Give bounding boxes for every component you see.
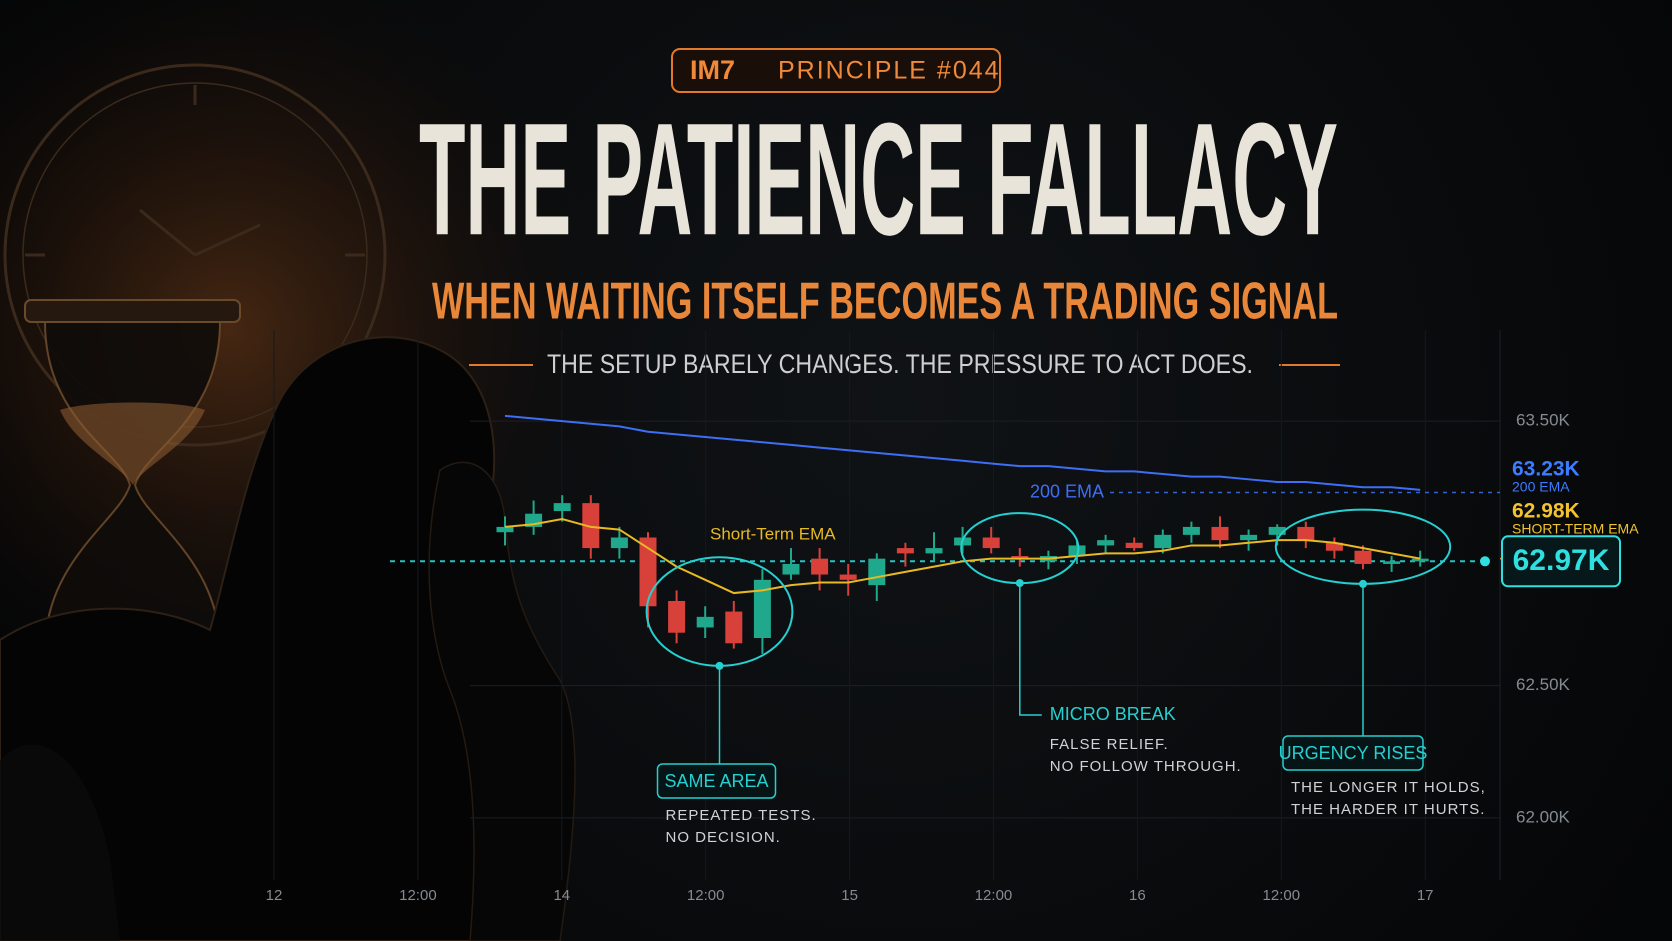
candle-body <box>496 526 514 533</box>
badge-text: PRINCIPLE #044 <box>778 57 1001 85</box>
header: IM7 PRINCIPLE #044 THE PATIENCE FALLACY … <box>419 48 1340 379</box>
candle-body <box>896 548 914 554</box>
annotation-title: MICRO BREAK <box>1050 704 1176 724</box>
annotation-text: THE LONGER IT HOLDS, <box>1291 779 1486 796</box>
marker-value: 62.98K <box>1512 500 1580 523</box>
x-tick-label: 12:00 <box>687 887 725 904</box>
callout-line <box>1019 583 1042 716</box>
annotation-text: REPEATED TESTS. <box>666 807 817 824</box>
annotation-text: NO DECISION. <box>666 829 781 846</box>
last-price-label: 62.97K <box>1513 544 1610 577</box>
candle-body <box>553 503 571 512</box>
figure-silhouette <box>0 336 576 941</box>
x-tick-label: 17 <box>1417 887 1434 904</box>
candle-body <box>1411 558 1429 562</box>
x-tick-label: 14 <box>553 887 570 904</box>
candle-body <box>582 503 600 549</box>
annotation-box <box>1282 735 1424 771</box>
annotation-text: THE HARDER IT HURTS. <box>1291 801 1485 818</box>
marker-value: 63.23K <box>1512 458 1580 481</box>
x-tick-label: 12:00 <box>975 887 1013 904</box>
series-label: 200 EMA <box>1030 481 1104 501</box>
candle-body <box>839 574 857 580</box>
ema-line <box>504 414 1421 491</box>
x-tick-label: 12:00 <box>399 887 437 904</box>
candle-body <box>1068 545 1086 557</box>
candle-body <box>1154 534 1172 549</box>
badge-frame <box>671 48 1001 93</box>
candle-body <box>868 558 886 586</box>
candle-body <box>1011 556 1029 559</box>
candle-body <box>782 563 800 575</box>
clock <box>3 63 387 447</box>
candle-body <box>1297 526 1315 541</box>
x-tick-label: 12 <box>266 887 283 904</box>
candle-body <box>1383 561 1401 564</box>
candle-body <box>1211 526 1229 541</box>
candle-body <box>1097 540 1115 546</box>
annotation-title: SAME AREA <box>664 771 768 791</box>
annotation-text: NO FOLLOW THROUGH. <box>1050 758 1242 775</box>
tagline: THE SETUP BARELY CHANGES. THE PRESSURE T… <box>547 349 1253 379</box>
x-tick-label: 12:00 <box>1263 887 1301 904</box>
series-label: Short-Term EMA <box>710 524 836 543</box>
candle-body <box>1268 526 1286 535</box>
annotation-title: URGENCY RISES <box>1279 743 1428 763</box>
marker-name: 200 EMA <box>1512 479 1570 495</box>
candle-body <box>982 537 1000 549</box>
y-tick-label: 62.00K <box>1516 807 1571 826</box>
candle-body <box>1125 542 1143 549</box>
x-tick-label: 15 <box>841 887 858 904</box>
subtitle: WHEN WAITING ITSELF BECOMES A TRADING SI… <box>432 273 1338 331</box>
x-tick-label: 16 <box>1129 887 1146 904</box>
candle-body <box>696 616 714 628</box>
last-price-box <box>1501 535 1621 588</box>
candle-body <box>1325 542 1343 551</box>
candle-body <box>925 548 943 554</box>
last-price-dot <box>1480 556 1490 567</box>
marker-name: SHORT-TERM EMA <box>1512 521 1639 537</box>
candle-body <box>1240 534 1258 541</box>
candle-body <box>725 611 743 644</box>
y-tick-label: 63.50K <box>1516 411 1571 430</box>
annotation-text: FALSE RELIEF. <box>1050 736 1169 753</box>
candle-body <box>1182 526 1200 535</box>
candle-body <box>610 537 628 549</box>
candle-body <box>753 579 771 639</box>
y-tick-label: 62.50K <box>1516 675 1571 694</box>
candle-body <box>1354 550 1372 564</box>
ema-line <box>504 517 1421 595</box>
badge-brand: IM7 <box>690 55 735 85</box>
annotation-box <box>656 763 777 799</box>
title: THE PATIENCE FALLACY <box>419 89 1338 268</box>
candle-body <box>811 558 829 575</box>
candle-body <box>668 600 686 633</box>
